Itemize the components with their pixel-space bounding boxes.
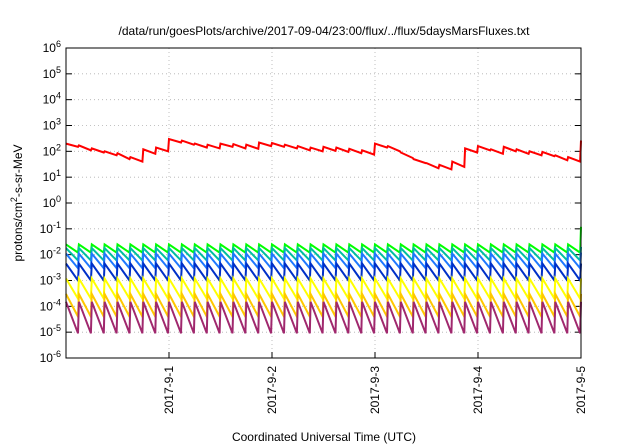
y-tick-label: 10-6	[40, 349, 61, 365]
y-tick-label: 10-2	[40, 246, 61, 262]
x-tick-label: 2017-9-1	[162, 366, 176, 414]
x-tick-labels: 2017-9-1 2017-9-2 2017-9-3 2017-9-4 2017-9-5	[162, 366, 588, 414]
y-tick-label: 10-5	[40, 323, 61, 339]
y-tick-label: 101	[43, 168, 61, 184]
y-axis-label: protons/cm2-s-sr-MeV	[9, 144, 25, 261]
chart-title: /data/run/goesPlots/archive/2017-09-04/2…	[119, 24, 531, 38]
y-tick-label: 106	[43, 39, 61, 55]
series-line-7	[65, 301, 582, 334]
y-tick-label: 10-3	[40, 272, 61, 288]
series-line-4	[65, 260, 582, 284]
y-tick-label: 102	[43, 142, 61, 158]
y-axis-label-suffix: -s-sr-MeV	[11, 144, 25, 197]
y-tick-label: 103	[43, 117, 61, 133]
y-tick-labels: 10-6 10-5 10-4 10-3 10-2 10-1 100 101 102 103 104 1…	[40, 39, 61, 365]
y-axis-label-superscript: 2	[9, 197, 19, 202]
plot-frame	[65, 47, 582, 359]
y-tick-label: 100	[43, 194, 61, 210]
y-axis-label-prefix: protons/cm	[11, 202, 25, 261]
y-tick-label: 104	[43, 91, 61, 107]
x-tick-label: 2017-9-4	[471, 366, 485, 414]
y-tick-label: 10-1	[40, 220, 61, 236]
series-group	[65, 137, 582, 334]
x-tick-label: 2017-9-3	[368, 366, 382, 414]
x-tick-label: 2017-9-2	[265, 366, 279, 414]
series-line-0	[65, 137, 582, 171]
y-tick-label: 105	[43, 65, 61, 81]
x-axis-label: Coordinated Universal Time (UTC)	[232, 430, 416, 444]
y-tick-label: 10-4	[40, 297, 61, 313]
x-tick-label: 2017-9-5	[574, 366, 588, 414]
